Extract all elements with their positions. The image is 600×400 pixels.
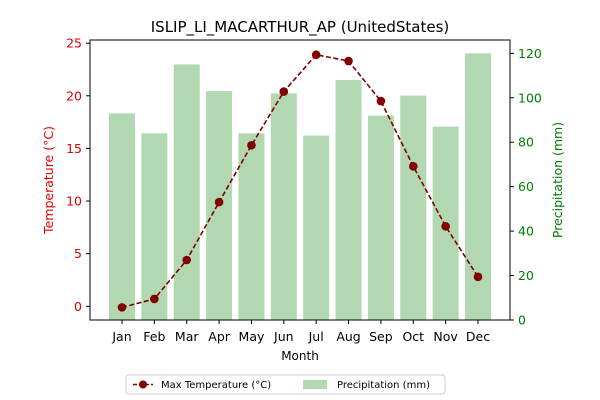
x-axis-ticks: Jan Feb Mar Apr May Jun Jul Aug Sep Oct Nov Dec [111,320,490,344]
temperature-point-feb [150,294,159,304]
temperature-point-jun [279,87,289,96]
temperature-line-series [117,50,483,312]
legend-marker-swatch [139,380,147,389]
left-tick-label: 20 [66,88,82,103]
temperature-point-aug [344,56,353,66]
plot-frame [89,39,511,321]
precipitation-bar-mar [173,64,200,320]
x-tick-label: Sep [369,329,393,344]
temperature-point-apr [214,197,224,207]
right-tick-label: 120 [518,46,542,61]
legend: Max Temperature (°C) Precipitation (mm) [125,374,446,395]
right-axis-label: Precipitation (mm) [550,122,565,238]
right-tick-label: 20 [518,268,534,283]
x-tick-label: Jun [273,329,294,344]
left-tick-label: 0 [74,299,82,314]
precipitation-bar-jul [303,135,330,320]
temperature-point-nov [441,222,450,231]
x-tick-label: Oct [402,329,424,344]
temperature-point-mar [182,255,192,265]
x-tick-label: Aug [336,329,360,344]
temperature-line [121,53,479,309]
x-axis-label: Month [281,349,319,363]
x-tick-label: Dec [466,329,490,344]
left-tick-label: 5 [74,246,82,261]
x-tick-label: Apr [208,329,230,344]
right-tick-label: 40 [518,224,534,239]
temperature-point-may [247,140,256,150]
x-tick-label: Mar [175,329,199,344]
precipitation-bar-aug [335,80,362,320]
x-tick-label: Nov [433,329,458,344]
precipitation-bar-may [238,133,265,320]
x-tick-label: Jan [111,329,131,344]
chart-title: ISLIP_LI_MACARTHUR_AP (UnitedStates) [151,18,449,37]
precipitation-bar-jun [270,93,297,320]
x-tick-label: Jul [308,329,324,344]
temperature-point-jan [117,303,127,312]
precipitation-bar-jan [109,113,135,320]
left-axis-ticks: 0 5 10 15 20 25 [66,36,90,314]
legend-box [125,374,446,395]
precipitation-bar-feb [141,133,168,320]
right-tick-label: 80 [518,135,534,150]
x-tick-label: Feb [143,329,165,344]
x-tick-label: May [239,329,265,344]
temperature-point-jul [311,50,321,60]
right-axis-ticks: 0 20 40 60 80 100 120 [510,46,542,328]
left-tick-label: 10 [66,194,82,209]
temperature-point-dec [473,272,483,282]
precipitation-bar-sep [367,115,394,320]
precipitation-bar-oct [400,95,427,320]
left-tick-label: 15 [66,141,82,156]
temperature-point-oct [408,162,418,171]
legend-label-temperature: Max Temperature (°C) [161,380,271,391]
left-axis-label: Temperature (°C) [41,126,56,235]
left-tick-label: 25 [66,36,82,51]
right-tick-label: 0 [518,313,526,328]
right-tick-label: 60 [518,179,534,194]
temperature-point-sep [376,96,386,106]
right-tick-label: 100 [518,90,542,105]
legend-label-precipitation: Precipitation (mm) [337,380,430,391]
legend-bar-swatch [303,380,327,389]
